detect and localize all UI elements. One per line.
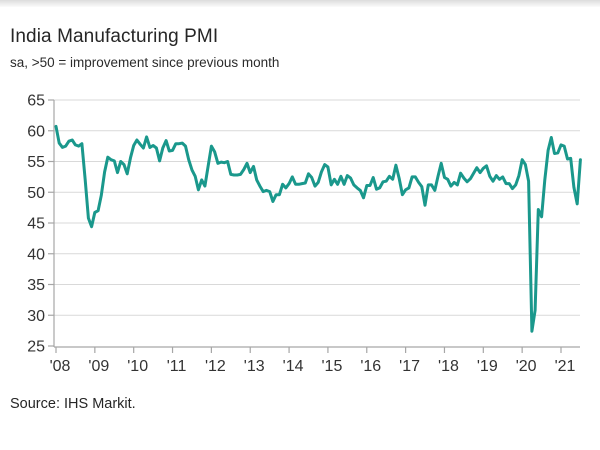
y-tick-labels: 65 60 55 50 45 40 35 30 25 [27, 93, 45, 356]
chart-subtitle: sa, >50 = improvement since previous mon… [10, 55, 280, 70]
y-tick-label: 50 [27, 185, 45, 202]
y-tick-label: 25 [27, 339, 45, 356]
x-tick-label: '20 [516, 358, 537, 375]
top-edge-strip [0, 0, 600, 7]
x-tick-label: '14 [283, 358, 304, 375]
x-tick-label: '08 [50, 358, 71, 375]
y-tick-marks [48, 99, 54, 347]
y-tick-label: 35 [27, 277, 45, 294]
x-tick-label: '09 [88, 358, 109, 375]
source-caption: Source: IHS Markit. [10, 396, 136, 412]
y-tick-label: 40 [27, 246, 45, 263]
y-gridlines [54, 99, 580, 316]
x-tick-label: '21 [555, 358, 576, 375]
y-tick-label: 45 [27, 216, 45, 233]
y-tick-label: 55 [27, 154, 45, 171]
chart-title: India Manufacturing PMI [10, 26, 219, 47]
y-tick-label: 65 [27, 93, 45, 110]
x-tick-label: '16 [360, 358, 381, 375]
x-tick-label: '12 [205, 358, 226, 375]
x-tick-marks [55, 347, 562, 353]
x-tick-label: '13 [244, 358, 265, 375]
x-tick-label: '11 [167, 358, 187, 375]
x-tick-label: '19 [477, 358, 498, 375]
x-tick-label: '15 [321, 358, 342, 375]
y-tick-label: 60 [27, 123, 45, 140]
x-tick-label: '17 [399, 358, 420, 375]
pmi-line [54, 124, 582, 333]
x-tick-labels: '08 '09 '10 '11 '12 '13 '14 '15 '16 '17 '18 '19 '20 '… [50, 358, 576, 375]
pmi-series [54, 124, 582, 333]
x-tick-label: '18 [438, 358, 459, 375]
y-tick-label: 30 [27, 308, 45, 325]
x-tick-label: '10 [127, 358, 148, 375]
